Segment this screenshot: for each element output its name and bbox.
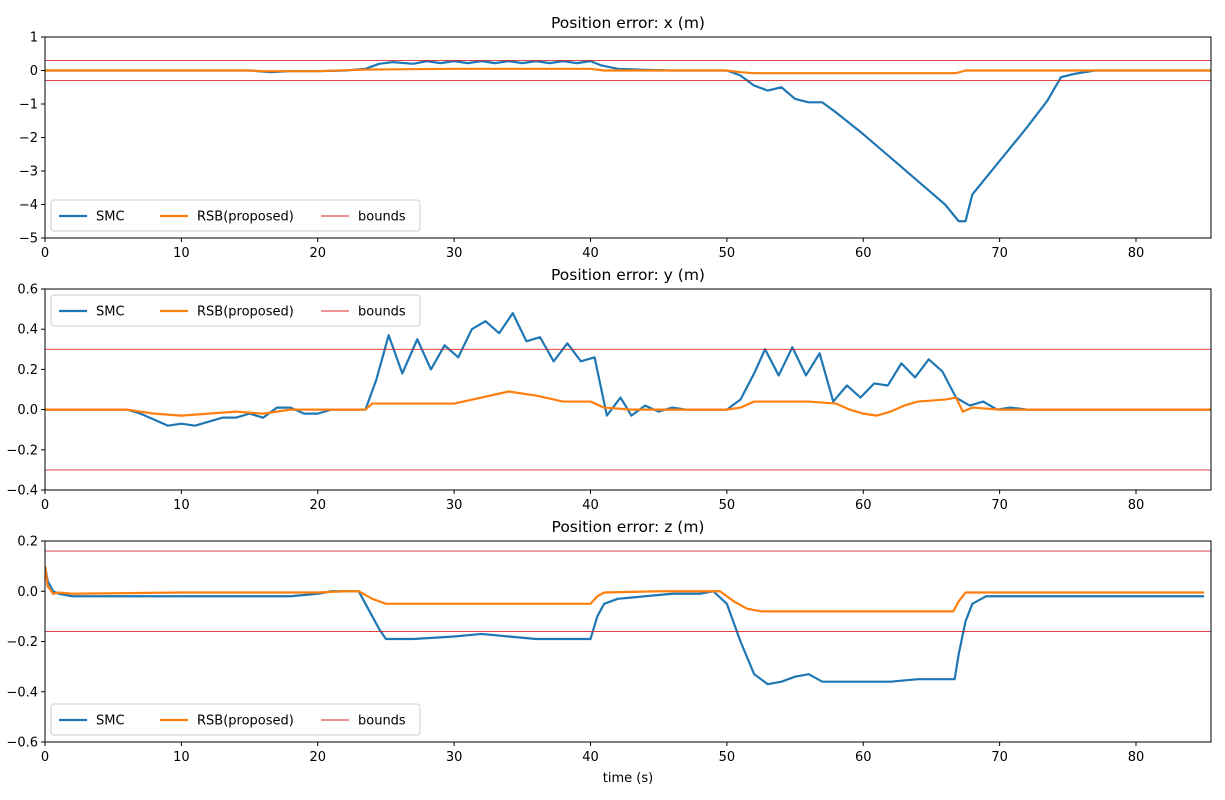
y-tick-label: −5: [19, 232, 38, 247]
x-tick-label: 30: [446, 750, 463, 765]
x-tick-label: 10: [173, 498, 190, 513]
y-tick-label: −0.6: [6, 736, 38, 751]
y-tick-label: 0.0: [17, 585, 38, 600]
y-tick-label: 1: [30, 31, 38, 46]
subplot-title-z: Position error: z (m): [552, 518, 705, 536]
legend-label: RSB(proposed): [197, 305, 294, 320]
legend-box: [50, 294, 421, 327]
subplot-z-error: Position error: z (m) 0 10 20 30 40 50 60 70 80 −…: [6, 518, 1212, 765]
x-tick-label: 0: [41, 498, 49, 513]
y-tick-label: 0.6: [17, 283, 38, 298]
x-tick-label: 0: [41, 750, 49, 765]
y-tick-label: −0.4: [6, 685, 38, 700]
plot-area: [45, 312, 1211, 471]
x-tick-label: 50: [719, 246, 736, 261]
plot-area: [45, 60, 1211, 223]
x-tick-label: 40: [582, 498, 599, 513]
legend-label: SMC: [96, 210, 125, 225]
y-tick-label: −2: [19, 131, 38, 146]
legend-box: [50, 199, 421, 232]
x-tick-label: 40: [582, 750, 599, 765]
y-tick-label: 0: [30, 64, 38, 79]
x-tick-label: 70: [991, 246, 1008, 261]
legend-label: bounds: [358, 714, 406, 729]
y-tick-label: −4: [19, 198, 38, 213]
legend-label: bounds: [358, 210, 406, 225]
x-tick-label: 20: [309, 750, 326, 765]
subplot-title-x: Position error: x (m): [551, 14, 705, 32]
y-tick-label: 0.2: [17, 363, 38, 378]
axes-frame: [44, 288, 1212, 491]
x-tick-label: 30: [446, 498, 463, 513]
x-tick-label: 60: [855, 498, 872, 513]
x-tick-label: 0: [41, 246, 49, 261]
plot-area: [45, 550, 1211, 686]
legend-label: SMC: [96, 305, 125, 320]
legend-label: RSB(proposed): [197, 210, 294, 225]
x-tick-label: 80: [1128, 246, 1145, 261]
subplot-title-y: Position error: y (m): [551, 266, 705, 284]
y-tick-label: −0.4: [6, 484, 38, 499]
series-line-smc: [45, 565, 1205, 686]
y-tick-label: −1: [19, 98, 38, 113]
legend-label: SMC: [96, 714, 125, 729]
y-tick-label: 0.0: [17, 403, 38, 418]
series-line-rsb-proposed: [45, 390, 1211, 417]
x-tick-label: 20: [309, 246, 326, 261]
x-tick-label: 60: [855, 246, 872, 261]
x-tick-label: 80: [1128, 498, 1145, 513]
series-line-smc: [45, 312, 1211, 427]
legend-box: [50, 703, 421, 736]
legend: SMC RSB(proposed) bounds: [50, 199, 421, 232]
subplot-x-error: Position error: x (m) 0 10 20 30 40 50 60 70 80−…: [19, 14, 1212, 261]
x-tick-label: 60: [855, 750, 872, 765]
y-tick-label: −0.2: [6, 443, 38, 458]
x-tick-label: 40: [582, 246, 599, 261]
x-tick-label: 20: [309, 498, 326, 513]
legend-label: bounds: [358, 305, 406, 320]
x-axis-label: time (s): [603, 771, 653, 786]
series-line-rsb-proposed: [45, 565, 1205, 613]
legend-label: RSB(proposed): [197, 714, 294, 729]
series-line-smc: [45, 60, 1211, 223]
x-tick-label: 50: [719, 498, 736, 513]
legend: SMC RSB(proposed) bounds: [50, 703, 421, 736]
x-tick-label: 10: [173, 246, 190, 261]
series-line-rsb-proposed: [45, 67, 1211, 75]
x-tick-label: 50: [719, 750, 736, 765]
x-tick-label: 70: [991, 498, 1008, 513]
subplot-y-error: Position error: y (m) 0 10 20 30 40 50 60 70 80 −…: [6, 266, 1212, 513]
x-tick-label: 80: [1128, 750, 1145, 765]
x-tick-label: 70: [991, 750, 1008, 765]
y-tick-label: −0.2: [6, 635, 38, 650]
y-tick-label: 0.2: [17, 535, 38, 550]
legend: SMC RSB(proposed) bounds: [50, 294, 421, 327]
x-tick-label: 10: [173, 750, 190, 765]
x-tick-label: 30: [446, 246, 463, 261]
y-tick-label: −3: [19, 165, 38, 180]
y-tick-label: 0.4: [17, 323, 38, 338]
